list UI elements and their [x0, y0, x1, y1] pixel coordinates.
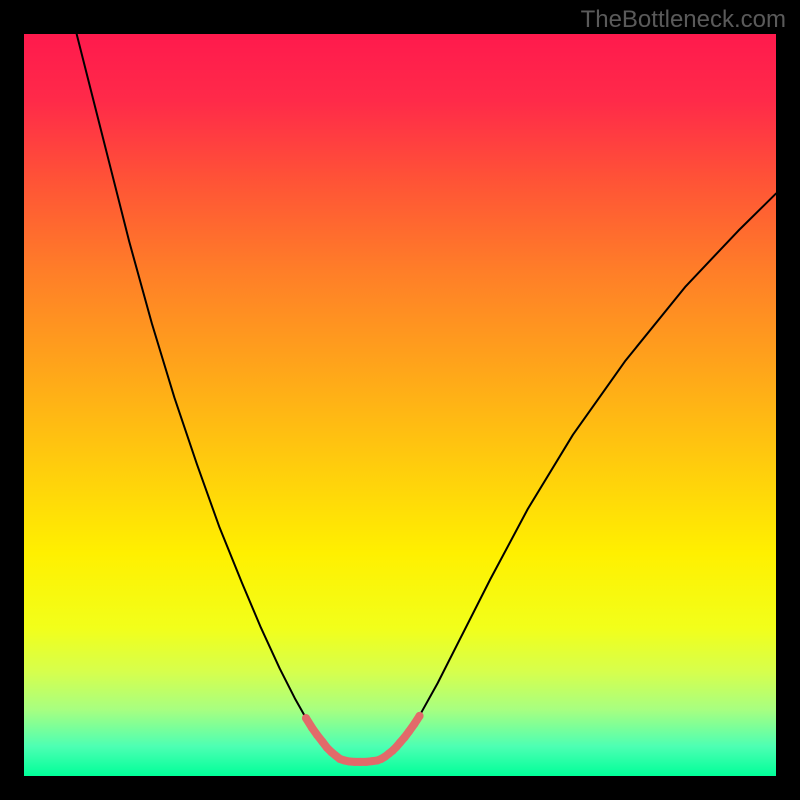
marker-dot: [313, 731, 321, 739]
watermark-text: TheBottleneck.com: [581, 6, 786, 34]
chart-container: TheBottleneck.com: [0, 0, 800, 800]
marker-dot: [308, 724, 316, 732]
plot-area: [24, 34, 776, 776]
marker-dot: [410, 720, 418, 728]
chart-svg: [24, 34, 776, 776]
marker-dot: [405, 727, 413, 735]
gradient-background: [24, 34, 776, 776]
marker-dot: [302, 714, 310, 722]
marker-dot: [416, 712, 424, 720]
